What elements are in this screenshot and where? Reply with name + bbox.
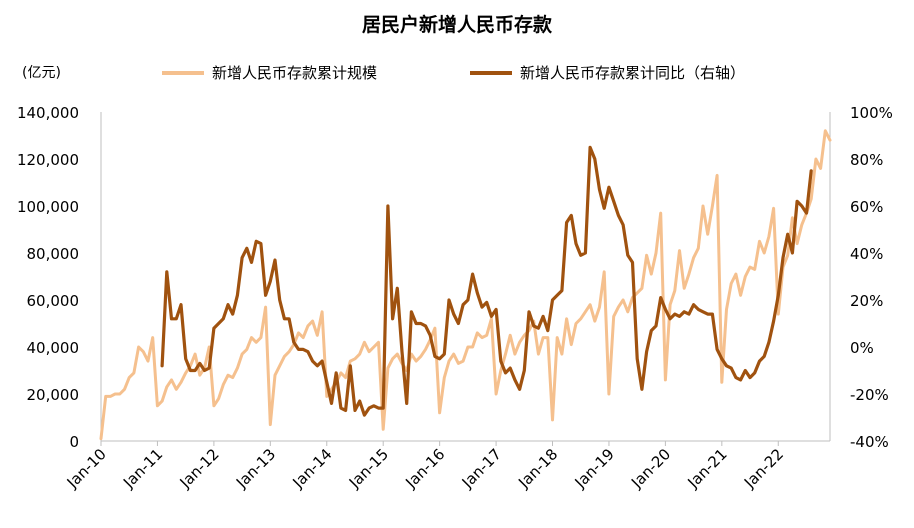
x-tick-label: Jan-16 [401, 445, 448, 492]
right-tick-label: 60% [850, 198, 883, 216]
right-tick-label: 20% [850, 292, 883, 310]
left-tick-label: 100,000 [17, 198, 79, 216]
right-axis: -40% -20% 0% 20% 40% 60% 80% 100% [829, 104, 893, 451]
right-tick-label: -20% [850, 386, 889, 404]
left-tick-label: 140,000 [17, 104, 79, 122]
x-tick-label: Jan-14 [288, 445, 335, 492]
left-axis-unit: (亿元) [22, 65, 61, 81]
x-tick-label: Jan-19 [571, 445, 618, 492]
x-axis: Jan-10 Jan-11 Jan-12 Jan-13 Jan-14 Jan-15 Jan-… [63, 440, 830, 492]
x-tick-label: Jan-17 [458, 445, 505, 492]
left-tick-label: 120,000 [17, 151, 79, 169]
x-tick-label: Jan-22 [740, 445, 787, 492]
right-tick-label: 0% [850, 339, 874, 357]
right-tick-label: 40% [850, 245, 883, 263]
left-tick-label: 40,000 [27, 339, 80, 357]
series-line-cumulative-yoy [160, 145, 813, 417]
chart-title: 居民户新增人民币存款 [361, 14, 552, 36]
plot-lines [99, 129, 832, 441]
x-tick-label: Jan-11 [119, 445, 166, 492]
x-tick-label: Jan-18 [514, 445, 561, 492]
legend-label-cumulative-yoy: 新增人民币存款累计同比（右轴） [520, 64, 746, 82]
right-tick-label: 100% [850, 104, 893, 122]
legend-label-cumulative-scale: 新增人民币存款累计规模 [212, 64, 378, 82]
left-tick-label: 80,000 [27, 245, 80, 263]
left-tick-label: 60,000 [27, 292, 80, 310]
left-tick-label: 0 [69, 433, 79, 451]
x-tick-label: Jan-13 [232, 445, 279, 492]
legend-swatch-light [162, 70, 204, 75]
x-tick-label: Jan-20 [627, 445, 674, 492]
right-tick-label: 80% [850, 151, 883, 169]
x-tick-label: Jan-21 [684, 445, 731, 492]
x-tick-label: Jan-10 [63, 445, 110, 492]
left-axis: 0 20,000 40,000 60,000 80,000 100,000 120,000 1… [17, 104, 102, 451]
series-line-cumulative-scale [99, 129, 832, 441]
x-tick-label: Jan-15 [345, 445, 392, 492]
left-tick-label: 20,000 [27, 386, 80, 404]
legend-swatch-dark [470, 70, 512, 75]
x-tick-label: Jan-12 [176, 445, 223, 492]
legend-item-cumulative-scale: 新增人民币存款累计规模 [162, 62, 377, 83]
right-tick-label: -40% [850, 433, 889, 451]
legend-item-cumulative-yoy: 新增人民币存款累计同比（右轴） [470, 62, 745, 83]
